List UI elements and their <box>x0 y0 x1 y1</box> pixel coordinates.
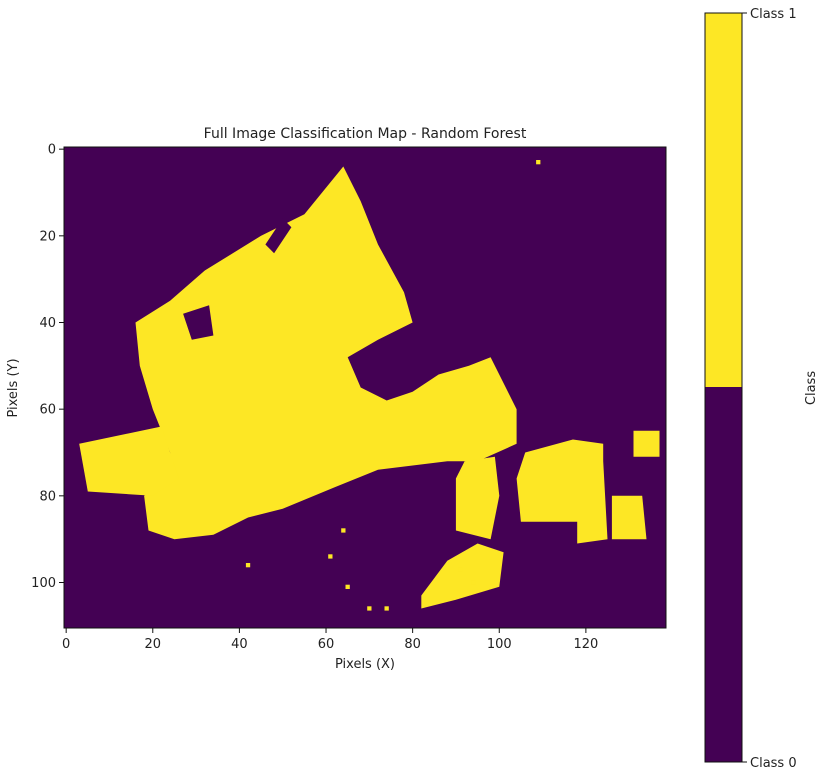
colorbar: Class 1 Class 0 Class <box>704 7 819 771</box>
colorbar-frame <box>704 12 743 763</box>
y-tick-label: 80 <box>39 489 56 504</box>
class-0-region-hole-2 <box>265 218 292 254</box>
class-1-region-lower-left-east <box>455 456 500 540</box>
colorbar-label-class-0: Class 0 <box>750 756 797 771</box>
x-axis-label: Pixels (X) <box>335 657 395 672</box>
chart-title: Full Image Classification Map - Random F… <box>204 126 527 142</box>
x-tick-label: 120 <box>573 637 598 652</box>
x-tick-label: 20 <box>145 637 162 652</box>
class-1-region-south-blob <box>421 543 504 609</box>
class-1-pixel <box>345 584 350 589</box>
colorbar-class-1 <box>705 13 742 387</box>
x-tick-label: 100 <box>487 637 512 652</box>
y-tick-label: 40 <box>39 316 56 331</box>
class-1-region-east-big <box>516 439 608 544</box>
y-axis-label: Pixels (Y) <box>6 358 21 417</box>
class-1-region-far-east-bottom <box>611 495 647 540</box>
y-axis: 0 20 40 60 80 100 <box>31 143 64 591</box>
x-tick-label: 60 <box>318 637 335 652</box>
x-axis: 0 20 40 60 80 100 120 <box>62 628 598 652</box>
class-1-region-far-east-top <box>633 430 660 457</box>
y-tick-label: 0 <box>48 143 56 158</box>
x-tick-label: 80 <box>404 637 421 652</box>
class-1-pixel <box>384 606 389 611</box>
class-1-pixel <box>536 160 541 165</box>
class-1-region-west-patch <box>79 426 179 496</box>
class-1-pixel <box>341 528 346 533</box>
class-1-pixel <box>328 554 333 559</box>
x-tick-label: 0 <box>62 637 70 652</box>
class-1-region-main-block <box>135 166 517 540</box>
colorbar-title: Class <box>804 371 819 405</box>
y-tick-label: 60 <box>39 403 56 418</box>
class-1-pixel <box>245 563 251 568</box>
plot-frame <box>63 146 667 629</box>
colorbar-class-0 <box>705 387 742 762</box>
plot-area <box>64 147 666 628</box>
y-tick-label: 100 <box>31 576 56 591</box>
class-1-pixel <box>471 580 476 585</box>
class-0-region-hole <box>183 305 214 340</box>
colorbar-label-class-1: Class 1 <box>750 7 797 22</box>
x-tick-label: 40 <box>231 637 248 652</box>
y-tick-label: 20 <box>39 229 56 244</box>
class-1-pixel <box>367 606 372 611</box>
class-1-pixel <box>458 567 463 572</box>
